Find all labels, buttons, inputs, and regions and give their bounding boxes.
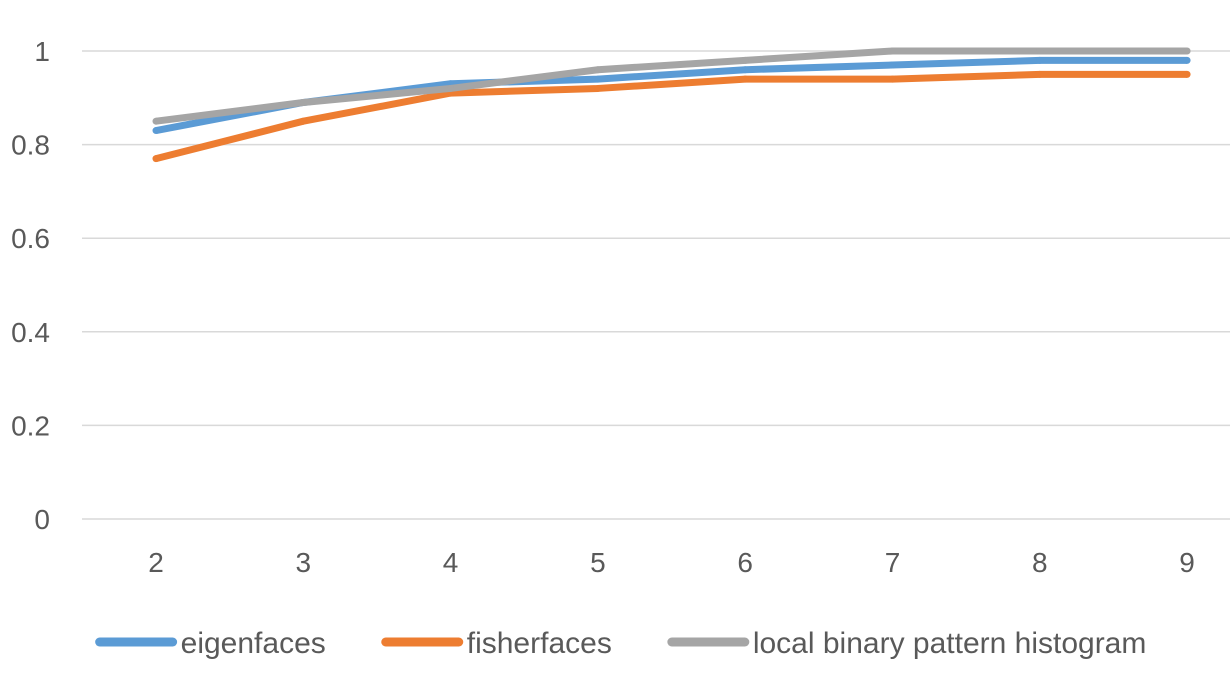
data-point xyxy=(889,47,896,55)
data-point xyxy=(1183,56,1191,64)
x-tick-label: 4 xyxy=(443,547,459,578)
data-point xyxy=(741,56,749,64)
data-point xyxy=(1036,56,1044,64)
data-point xyxy=(299,117,307,125)
data-point xyxy=(741,66,749,74)
x-tick-label: 7 xyxy=(885,547,901,578)
x-tick-label: 8 xyxy=(1032,547,1048,578)
data-point xyxy=(299,98,307,106)
legend-label: fisherfaces xyxy=(467,627,612,660)
y-tick-label: 0.8 xyxy=(11,130,50,161)
y-tick-label: 0 xyxy=(34,504,50,535)
data-point xyxy=(152,155,160,163)
x-tick-label: 3 xyxy=(296,547,312,578)
data-point xyxy=(152,127,160,135)
legend: eigenfaces fisherfaces local binary patter… xyxy=(95,627,1147,660)
gridlines xyxy=(82,50,1230,520)
data-point xyxy=(594,66,602,74)
data-point xyxy=(594,84,602,92)
series-line-local-binary-pattern-histogram xyxy=(155,47,1188,125)
y-tick-label: 0.6 xyxy=(11,223,50,254)
x-tick-label: 9 xyxy=(1179,547,1195,578)
y-axis-ticks: 0 0.2 0.4 0.6 0.8 1 xyxy=(11,36,50,535)
x-tick-label: 2 xyxy=(148,547,164,578)
data-point xyxy=(594,75,602,83)
data-point xyxy=(889,61,896,69)
data-point xyxy=(152,117,160,125)
legend-label: eigenfaces xyxy=(181,627,326,660)
x-tick-label: 6 xyxy=(737,547,753,578)
y-tick-label: 0.4 xyxy=(11,317,50,348)
y-tick-label: 0.2 xyxy=(11,410,50,441)
data-point xyxy=(1036,47,1044,55)
series-lines xyxy=(152,47,1191,163)
data-point xyxy=(1036,70,1044,78)
series-line-fisherfaces xyxy=(155,70,1188,163)
legend-label: local binary pattern histogram xyxy=(753,627,1147,660)
x-tick-label: 5 xyxy=(590,547,606,578)
x-axis-ticks: 2 3 4 5 6 7 8 9 xyxy=(148,547,1195,578)
data-point xyxy=(1183,47,1191,55)
data-point xyxy=(741,75,749,83)
data-point xyxy=(447,84,455,92)
y-tick-label: 1 xyxy=(34,36,50,67)
data-point xyxy=(1183,70,1191,78)
data-point xyxy=(889,75,896,83)
